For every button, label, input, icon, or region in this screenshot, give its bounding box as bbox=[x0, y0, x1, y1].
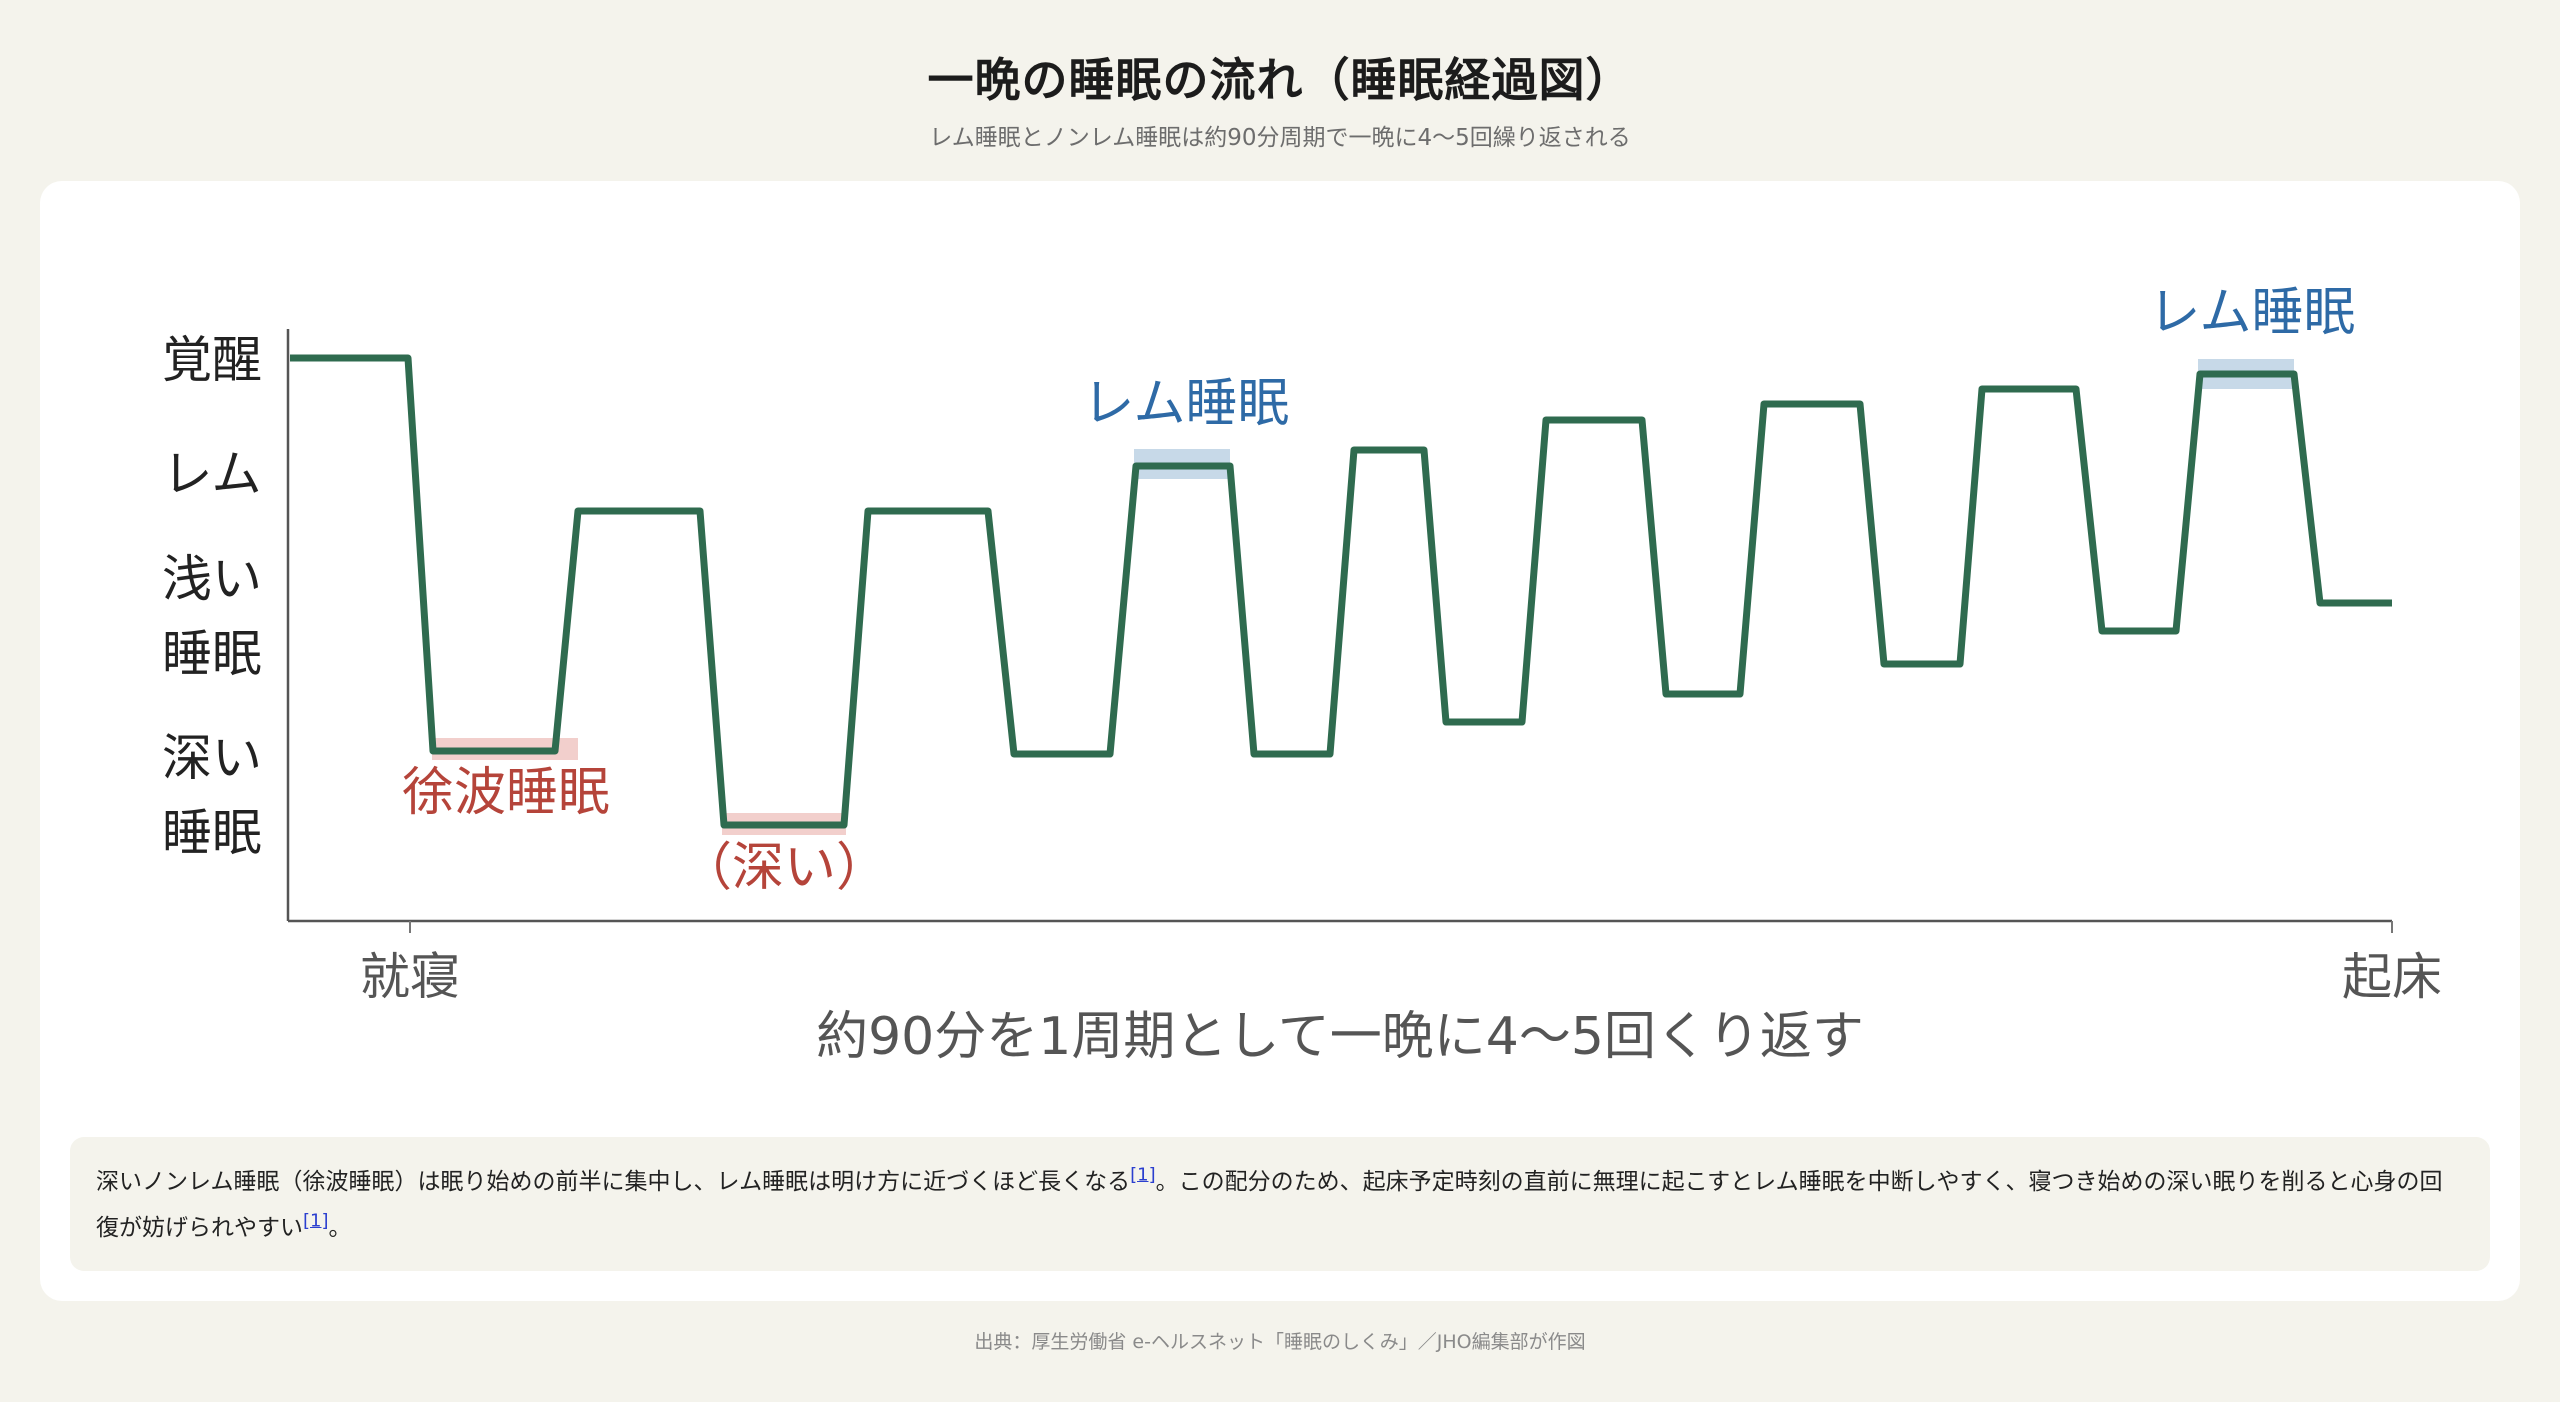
note-text-3: 。 bbox=[328, 1215, 352, 1241]
annotation-deep: （深い） bbox=[680, 838, 888, 898]
source-credit: 出典：厚生労働省 e-ヘルスネット「睡眠のしくみ」／JHO編集部が作図 bbox=[974, 1331, 1586, 1353]
x-caption: 約90分を1周期として一晩に4〜5回くり返す bbox=[816, 1007, 1864, 1067]
y-label-light-2: 睡眠 bbox=[162, 625, 262, 683]
y-label-deep-2: 睡眠 bbox=[162, 804, 262, 862]
note-text-1: 深いノンレム睡眠（徐波睡眠）は眠り始めの前半に集中し、レム睡眠は明け方に近づくほ… bbox=[96, 1169, 1131, 1195]
y-label-rem: レム bbox=[163, 445, 262, 503]
sleep-stage-line bbox=[290, 354, 2392, 829]
annotation-rem-end: レム睡眠 bbox=[2149, 283, 2356, 343]
explanation-note: 深いノンレム睡眠（徐波睡眠）は眠り始めの前半に集中し、レム睡眠は明け方に近づくほ… bbox=[70, 1137, 2490, 1271]
x-label-sleep: 就寝 bbox=[360, 948, 460, 1006]
diagram-card: 覚醒 レム 浅い 睡眠 深い 睡眠 徐波睡眠 （深い） レム睡眠 レム睡眠 就寝… bbox=[40, 181, 2520, 1301]
note-text-2: 。この配分のため、起床予定時刻の直前に無理に起こすとレム睡眠を中断しやすく、寝つ… bbox=[96, 1169, 2443, 1241]
annotation-rem-mid: レム睡眠 bbox=[1083, 374, 1290, 434]
annotation-slow-wave: 徐波睡眠 bbox=[402, 763, 610, 823]
y-label-awake: 覚醒 bbox=[162, 331, 262, 389]
x-label-wake: 起床 bbox=[2342, 948, 2442, 1006]
y-label-light-1: 浅い bbox=[162, 550, 262, 608]
reference-link-2[interactable]: [1] bbox=[303, 1210, 329, 1232]
page-subtitle: レム睡眠とノンレム睡眠は約90分周期で一晩に4〜5回繰り返される bbox=[929, 125, 1631, 151]
hypnogram: 覚醒 レム 浅い 睡眠 深い 睡眠 徐波睡眠 （深い） レム睡眠 レム睡眠 就寝… bbox=[162, 283, 2442, 1067]
reference-link-1[interactable]: [1] bbox=[1130, 1164, 1156, 1186]
y-label-deep-1: 深い bbox=[162, 729, 262, 787]
page-title: 一晩の睡眠の流れ（睡眠経過図） bbox=[927, 53, 1633, 107]
